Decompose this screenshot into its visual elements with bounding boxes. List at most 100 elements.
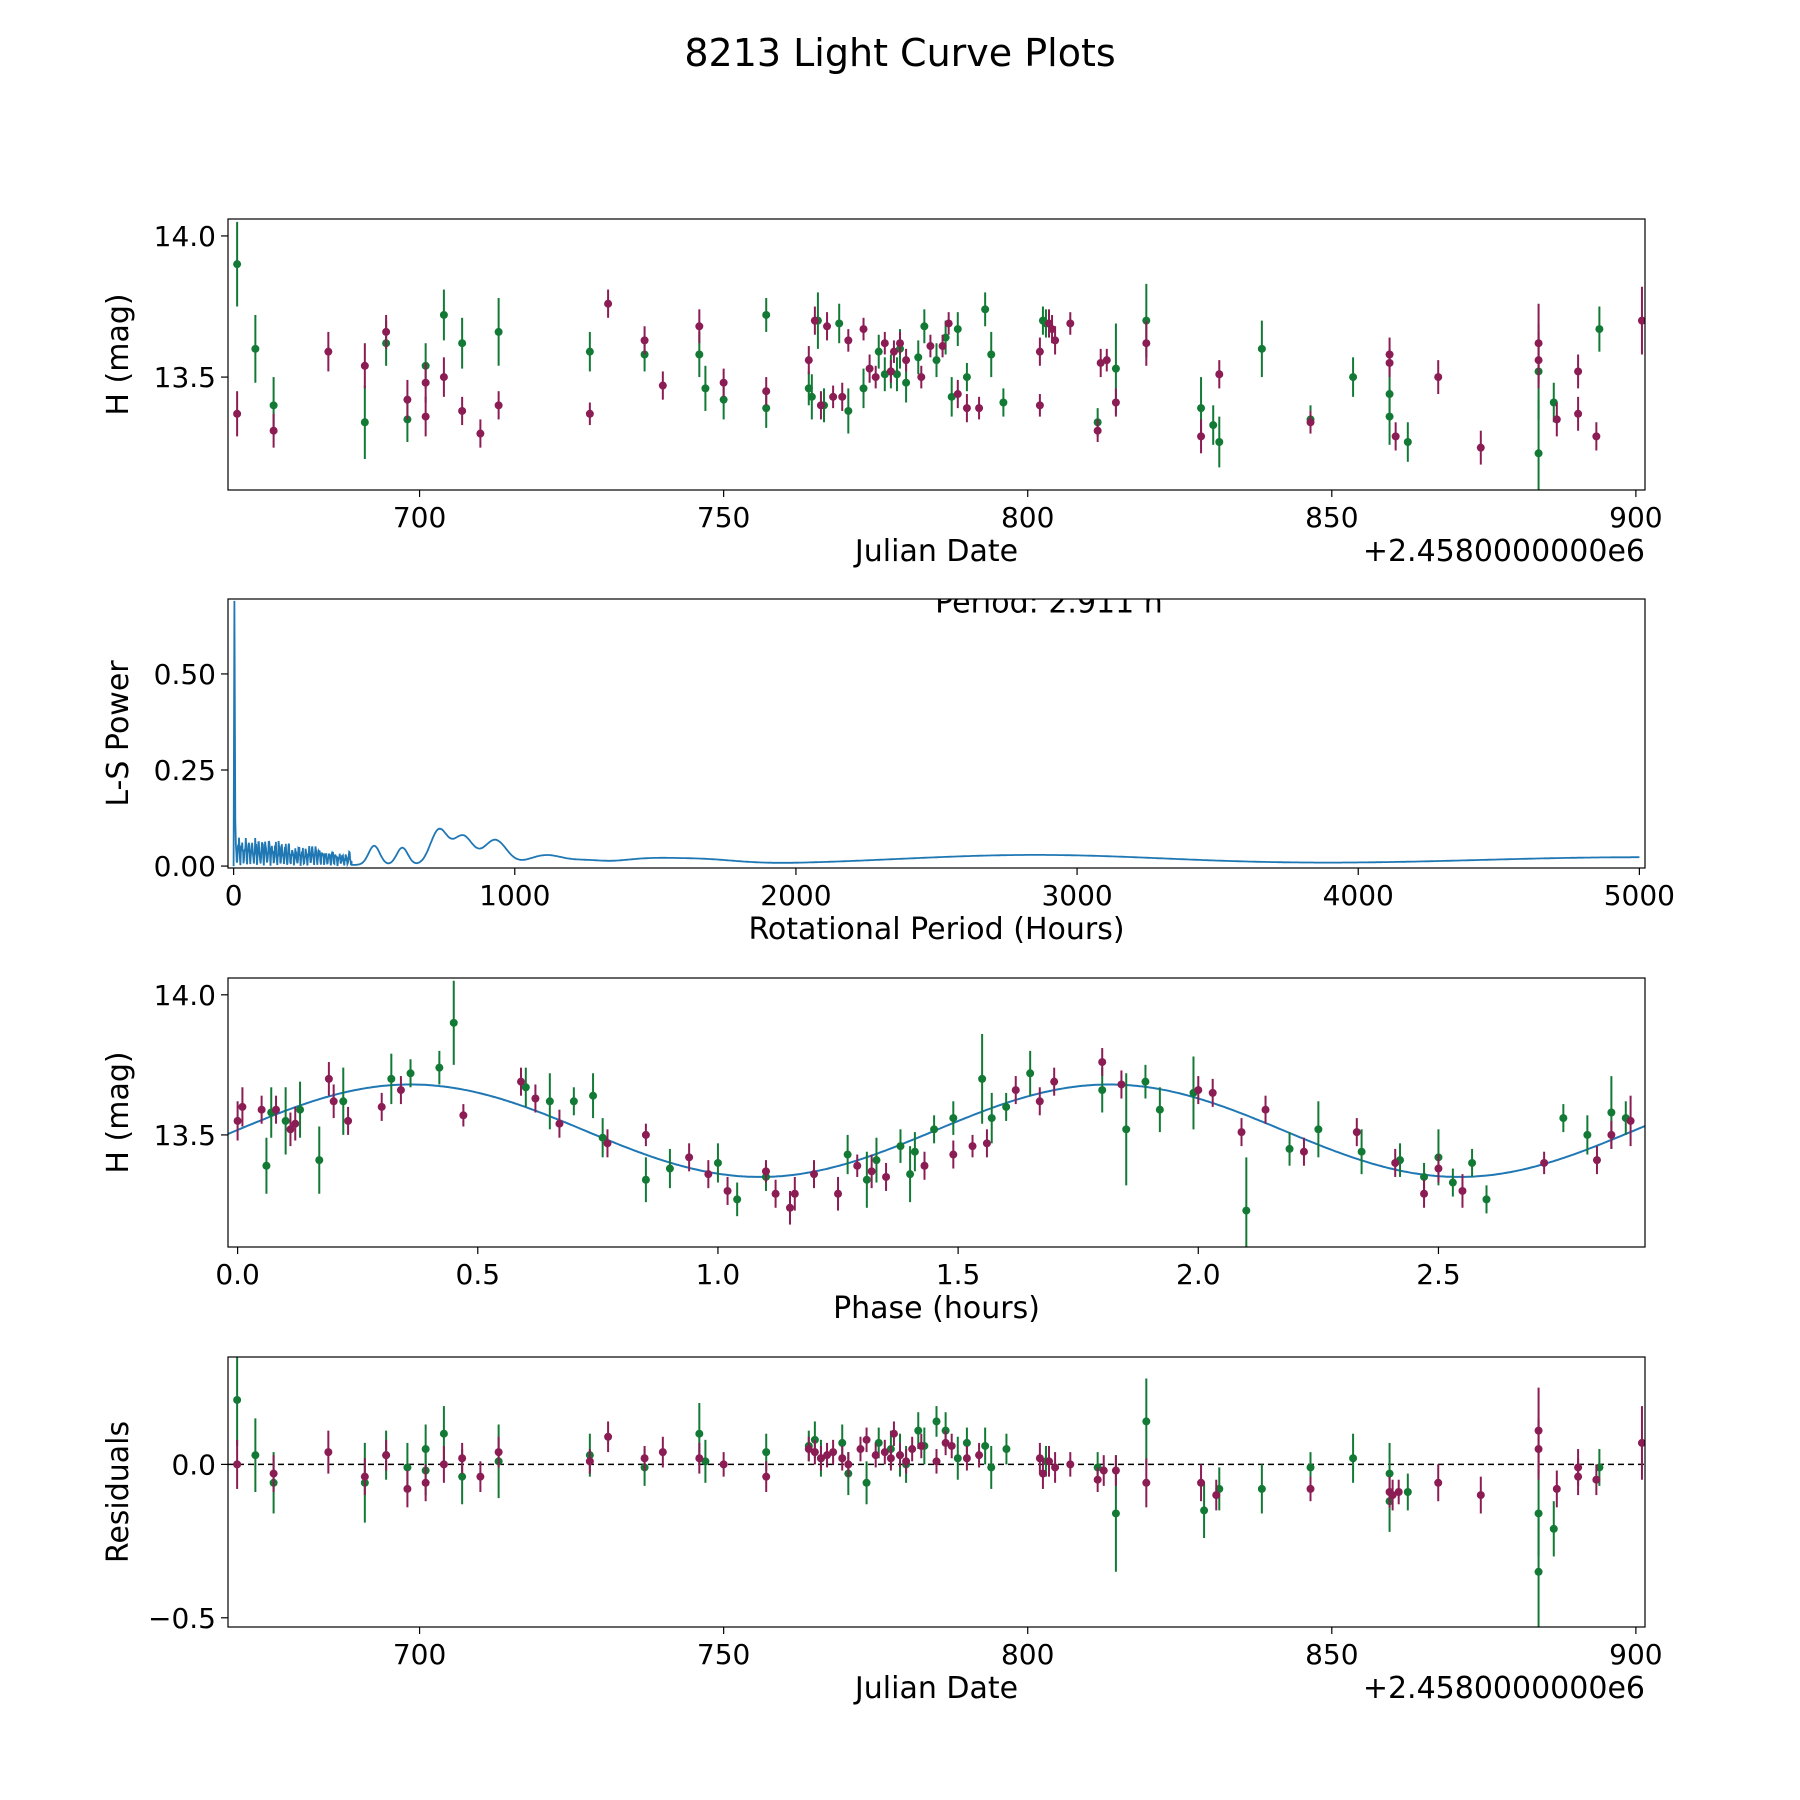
data-point <box>1142 1417 1151 1426</box>
data-point <box>704 1170 713 1179</box>
y-tick-label: 0.0 <box>171 1448 216 1481</box>
data-point <box>1458 1186 1467 1195</box>
data-point <box>1261 1105 1270 1114</box>
data-point <box>886 1454 895 1463</box>
data-point <box>494 1448 503 1457</box>
data-point <box>880 339 889 348</box>
y-tick-label: 0.50 <box>154 658 216 691</box>
data-point <box>949 1150 958 1159</box>
data-point <box>810 316 819 325</box>
data-point <box>695 1454 704 1463</box>
data-point <box>882 1172 891 1181</box>
data-point <box>1306 1463 1315 1472</box>
data-point <box>838 392 847 401</box>
data-point <box>421 1478 430 1487</box>
data-point <box>233 1460 242 1469</box>
x-tick-label: 1000 <box>479 879 550 912</box>
x-axis-label: Julian Date <box>853 1671 1018 1706</box>
subplot-lightcurve: 700 750 800 850 900 13.5 14.0 Julian Date H (mag… <box>101 218 1663 569</box>
data-point <box>701 384 710 393</box>
data-point <box>494 327 503 336</box>
data-point <box>1448 1178 1457 1187</box>
data-point <box>834 1189 843 1198</box>
data-point <box>886 367 895 376</box>
data-point <box>449 1018 458 1027</box>
data-point <box>360 361 369 370</box>
y-axis-label: L-S Power <box>101 660 136 807</box>
data-point <box>1257 1484 1266 1493</box>
y-tick-label: 14.0 <box>154 220 216 253</box>
data-point <box>1035 347 1044 356</box>
data-point <box>1637 1438 1645 1447</box>
data-point <box>867 1167 876 1176</box>
data-point <box>1215 1484 1224 1493</box>
data-point <box>930 1125 939 1134</box>
data-point <box>585 409 594 418</box>
data-point <box>403 395 412 404</box>
x-tick-label: 3000 <box>1041 879 1112 912</box>
data-point <box>953 390 962 399</box>
data-point <box>804 1445 813 1454</box>
x-axis-label: Julian Date <box>853 534 1018 569</box>
x-tick-label: 1.0 <box>696 1258 741 1291</box>
data-point <box>658 381 667 390</box>
series-maroon <box>233 286 1645 465</box>
data-point <box>1093 426 1102 435</box>
data-point <box>1552 1484 1561 1493</box>
data-point <box>494 401 503 410</box>
x-tick-label: 2000 <box>760 879 831 912</box>
y-axis-label: H (mag) <box>101 1051 136 1173</box>
data-point <box>1420 1189 1429 1198</box>
x-tick-label: 900 <box>1609 1638 1662 1671</box>
data-point <box>603 1139 612 1148</box>
data-point <box>387 1074 396 1083</box>
data-point <box>816 401 825 410</box>
data-point <box>975 1451 984 1460</box>
data-point <box>896 1451 905 1460</box>
x-tick-label: 700 <box>393 1638 446 1671</box>
data-point <box>555 1119 564 1128</box>
data-point <box>1257 344 1266 353</box>
data-point <box>987 350 996 359</box>
data-point <box>1592 1156 1601 1165</box>
data-point <box>296 1105 305 1114</box>
data-point <box>981 305 990 314</box>
data-point <box>598 1133 607 1142</box>
data-point <box>251 344 260 353</box>
data-point <box>1306 1484 1315 1493</box>
data-point <box>1391 1158 1400 1167</box>
data-point <box>871 373 880 382</box>
data-point <box>1552 415 1561 424</box>
data-point <box>914 353 923 362</box>
data-point <box>835 319 844 328</box>
data-point <box>908 1445 917 1454</box>
data-point <box>1035 1097 1044 1106</box>
data-point <box>1385 412 1394 421</box>
data-point <box>641 1130 650 1139</box>
data-point <box>926 342 935 351</box>
data-point <box>871 1451 880 1460</box>
data-point <box>938 342 947 351</box>
periodogram-plot-area: Period: 2.911 h <box>232 599 1640 868</box>
data-point <box>723 1186 732 1195</box>
data-point <box>377 1102 386 1111</box>
x-tick-label: 2.0 <box>1176 1258 1221 1291</box>
data-point <box>476 1472 485 1481</box>
data-point <box>403 1484 412 1493</box>
data-point <box>1215 370 1224 379</box>
data-point <box>978 1074 987 1083</box>
axes-frame <box>227 977 1646 1248</box>
x-tick-label: 0.5 <box>456 1258 501 1291</box>
data-point <box>844 336 853 345</box>
data-point <box>968 1142 977 1151</box>
data-point <box>892 370 901 379</box>
data-point <box>962 373 971 382</box>
data-point <box>1208 1088 1217 1097</box>
data-point <box>269 401 278 410</box>
data-point <box>1357 1147 1366 1156</box>
data-point <box>1048 325 1057 334</box>
y-tick-label: 0.00 <box>154 850 216 883</box>
data-point <box>1051 336 1060 345</box>
